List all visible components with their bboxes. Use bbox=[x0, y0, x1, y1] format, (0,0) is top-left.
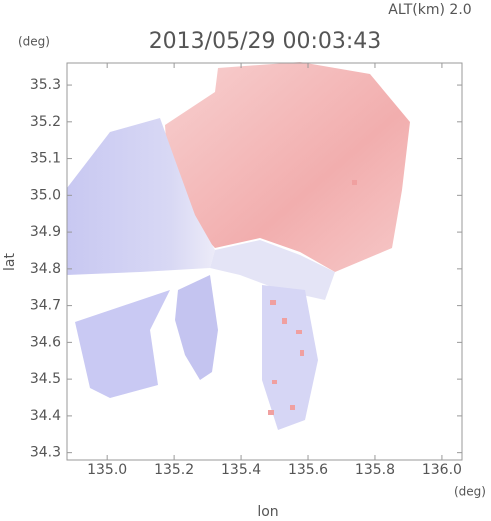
approaching-area bbox=[75, 290, 170, 398]
y-tick-label: 34.4 bbox=[30, 408, 61, 424]
x-tick-label: 135.8 bbox=[355, 462, 395, 478]
plot-frame bbox=[66, 62, 463, 461]
x-tick-label: 135.0 bbox=[87, 462, 127, 478]
y-tick-label: 34.3 bbox=[30, 445, 61, 461]
y-axis-label: lat bbox=[2, 253, 18, 271]
velocity-field bbox=[67, 62, 410, 430]
x-tick-label: 135.2 bbox=[154, 462, 194, 478]
x-axis-label: lon bbox=[257, 504, 278, 520]
y-tick-label: 34.6 bbox=[30, 334, 61, 350]
approaching-area bbox=[67, 118, 215, 275]
y-tick-label: 35.3 bbox=[30, 77, 61, 93]
receding-area bbox=[165, 62, 410, 272]
x-tick-label: 135.4 bbox=[221, 462, 261, 478]
y-tick-label: 35.0 bbox=[30, 187, 61, 203]
y-tick-label: 34.9 bbox=[30, 224, 61, 240]
approaching-area bbox=[210, 240, 335, 300]
altitude-label: ALT(km) 2.0 bbox=[388, 2, 471, 18]
approaching-area bbox=[175, 275, 218, 380]
x-tick-label: 135.6 bbox=[288, 462, 328, 478]
y-tick-label: 34.8 bbox=[30, 261, 61, 277]
y-tick-label: 35.2 bbox=[30, 114, 61, 130]
y-tick-label: 35.1 bbox=[30, 151, 61, 167]
approaching-area bbox=[262, 285, 318, 430]
x-unit: (deg) bbox=[454, 485, 486, 499]
chart-title: 2013/05/29 00:03:43 bbox=[149, 29, 382, 54]
x-tick-label: 136.0 bbox=[422, 462, 462, 478]
receding-speckles bbox=[268, 180, 357, 415]
y-unit: (deg) bbox=[18, 35, 50, 49]
y-tick-label: 34.7 bbox=[30, 298, 61, 314]
y-tick-label: 34.5 bbox=[30, 371, 61, 387]
